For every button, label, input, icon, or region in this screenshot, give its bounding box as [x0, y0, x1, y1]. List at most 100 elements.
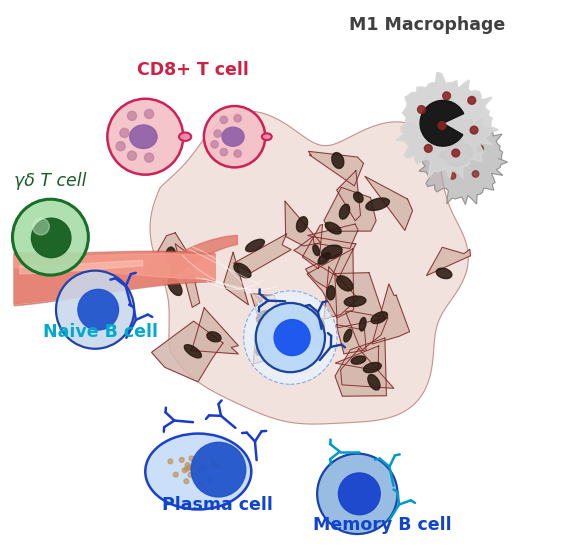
Ellipse shape: [168, 278, 182, 296]
Polygon shape: [308, 224, 358, 248]
Circle shape: [144, 153, 153, 162]
Ellipse shape: [340, 204, 350, 219]
Circle shape: [120, 128, 129, 137]
Polygon shape: [309, 151, 364, 186]
Polygon shape: [150, 111, 468, 424]
Polygon shape: [324, 187, 376, 232]
Circle shape: [208, 477, 212, 482]
Circle shape: [202, 465, 206, 470]
Ellipse shape: [344, 296, 366, 306]
Circle shape: [452, 149, 460, 157]
Polygon shape: [365, 176, 412, 230]
Polygon shape: [341, 349, 394, 388]
Polygon shape: [191, 308, 239, 354]
Circle shape: [56, 271, 134, 349]
Polygon shape: [253, 329, 285, 364]
Circle shape: [244, 291, 337, 384]
Circle shape: [189, 456, 194, 461]
Circle shape: [12, 199, 89, 275]
Circle shape: [212, 461, 217, 466]
Polygon shape: [14, 253, 215, 304]
Ellipse shape: [363, 363, 381, 373]
Circle shape: [127, 151, 136, 160]
Ellipse shape: [366, 198, 390, 210]
Ellipse shape: [325, 222, 341, 234]
Ellipse shape: [316, 318, 324, 333]
Ellipse shape: [246, 239, 265, 252]
Polygon shape: [233, 234, 291, 272]
Circle shape: [220, 116, 227, 123]
Circle shape: [214, 130, 222, 137]
Circle shape: [127, 111, 136, 121]
Circle shape: [33, 218, 49, 235]
Polygon shape: [335, 273, 385, 328]
Polygon shape: [372, 284, 409, 344]
Circle shape: [168, 459, 173, 464]
Circle shape: [184, 479, 189, 484]
Polygon shape: [307, 249, 354, 318]
Ellipse shape: [327, 286, 335, 300]
Ellipse shape: [354, 192, 363, 203]
Ellipse shape: [368, 374, 380, 390]
Ellipse shape: [351, 356, 366, 364]
Circle shape: [173, 472, 178, 477]
Ellipse shape: [297, 217, 307, 232]
Circle shape: [443, 92, 451, 100]
Circle shape: [456, 136, 462, 142]
Polygon shape: [251, 294, 288, 342]
Polygon shape: [152, 321, 223, 382]
Circle shape: [197, 467, 202, 472]
Ellipse shape: [318, 253, 331, 264]
Polygon shape: [145, 233, 195, 275]
Polygon shape: [175, 244, 200, 307]
Circle shape: [439, 152, 446, 158]
Circle shape: [234, 150, 241, 157]
Polygon shape: [337, 171, 360, 221]
Circle shape: [191, 442, 246, 497]
Polygon shape: [396, 73, 498, 179]
Ellipse shape: [262, 133, 272, 140]
Circle shape: [338, 473, 380, 514]
Polygon shape: [170, 235, 237, 278]
Polygon shape: [336, 325, 366, 354]
Circle shape: [234, 114, 241, 122]
Polygon shape: [14, 251, 215, 306]
Circle shape: [78, 290, 118, 330]
Circle shape: [211, 459, 216, 464]
Circle shape: [188, 473, 193, 477]
Circle shape: [184, 466, 190, 471]
Polygon shape: [14, 254, 215, 279]
Ellipse shape: [437, 268, 452, 278]
Circle shape: [274, 320, 310, 355]
Circle shape: [187, 465, 192, 470]
Polygon shape: [285, 307, 323, 346]
Polygon shape: [294, 237, 356, 277]
Circle shape: [256, 303, 325, 372]
Ellipse shape: [359, 318, 366, 331]
Circle shape: [425, 145, 432, 152]
Polygon shape: [336, 346, 378, 369]
Circle shape: [32, 218, 71, 258]
Polygon shape: [285, 201, 321, 246]
Ellipse shape: [313, 245, 320, 256]
Ellipse shape: [222, 127, 244, 146]
Text: M1 Macrophage: M1 Macrophage: [349, 16, 505, 34]
Polygon shape: [426, 247, 470, 276]
Text: Naive B cell: Naive B cell: [43, 323, 158, 341]
Circle shape: [317, 454, 398, 534]
Circle shape: [220, 148, 227, 156]
Polygon shape: [302, 225, 323, 269]
Polygon shape: [20, 261, 143, 273]
Polygon shape: [335, 338, 386, 396]
Text: γδ T cell: γδ T cell: [14, 172, 87, 190]
Polygon shape: [419, 113, 508, 205]
Text: Memory B cell: Memory B cell: [313, 516, 452, 533]
Ellipse shape: [184, 345, 201, 358]
Circle shape: [470, 126, 478, 134]
Circle shape: [215, 465, 221, 469]
Circle shape: [116, 142, 125, 151]
Circle shape: [472, 171, 479, 177]
Circle shape: [179, 458, 184, 463]
Circle shape: [144, 109, 153, 118]
Polygon shape: [396, 73, 498, 179]
